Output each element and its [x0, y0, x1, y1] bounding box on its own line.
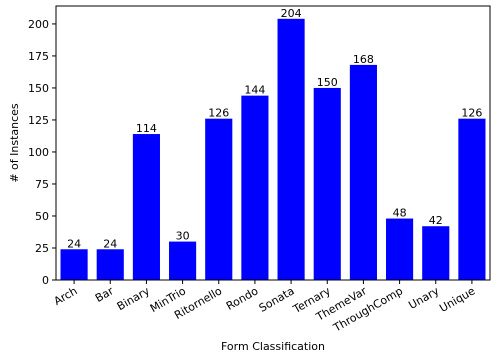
bar-throughcomp	[386, 218, 414, 280]
bar-value-label: 24	[67, 237, 81, 250]
bar-mintrio	[169, 241, 197, 280]
x-tick-label: Arch	[52, 284, 80, 308]
plot-frame	[55, 5, 491, 281]
x-axis-label: Form Classification	[221, 340, 325, 353]
y-tick-label: 50	[35, 210, 49, 223]
bars-layer	[60, 18, 486, 281]
bar-ritornello	[205, 118, 233, 280]
y-tick-label: 125	[28, 114, 49, 127]
bar-value-label: 204	[281, 7, 302, 20]
x-tick-label: Bar	[93, 284, 116, 305]
bar-ternary	[313, 87, 341, 280]
bar-bar	[96, 249, 124, 280]
bar-value-label: 30	[176, 230, 190, 243]
bar-labels-layer: 24 24 114 30 126 144 204 150 168 48 42 126	[67, 7, 482, 250]
y-tick-label: 175	[28, 50, 49, 63]
bar-rondo	[241, 95, 269, 281]
bar-unique	[458, 118, 486, 280]
bar-sonata	[277, 18, 305, 280]
bar-binary	[132, 134, 160, 280]
x-tick-label: Binary	[115, 284, 153, 313]
bar-themevar	[349, 64, 377, 281]
y-tick-label: 0	[42, 274, 49, 287]
y-tick-label: 75	[35, 178, 49, 191]
y-tick-label: 100	[28, 146, 49, 159]
y-axis-label: # of Instances	[8, 103, 21, 183]
y-tick-label: 150	[28, 82, 49, 95]
bar-value-label: 48	[393, 207, 407, 220]
y-axis: 0 25 50 75 100 125 150 175 200	[28, 18, 56, 287]
bar-value-label: 168	[353, 53, 374, 66]
x-tick-label: Sonata	[257, 284, 297, 315]
y-tick-label: 25	[35, 242, 49, 255]
bar-value-label: 42	[429, 214, 443, 227]
x-tick-label: Unique	[437, 284, 477, 315]
bar-unary	[422, 226, 450, 280]
x-tick-label: Unary	[406, 284, 441, 312]
bar-value-label: 144	[244, 84, 265, 97]
bar-value-label: 126	[461, 107, 482, 120]
x-tick-label: Rondo	[224, 284, 261, 313]
y-tick-label: 200	[28, 18, 49, 31]
bar-arch	[60, 249, 88, 280]
bar-value-label: 114	[136, 122, 157, 135]
bar-value-label: 24	[103, 237, 117, 250]
bar-value-label: 126	[208, 107, 229, 120]
bar-value-label: 150	[317, 76, 338, 89]
